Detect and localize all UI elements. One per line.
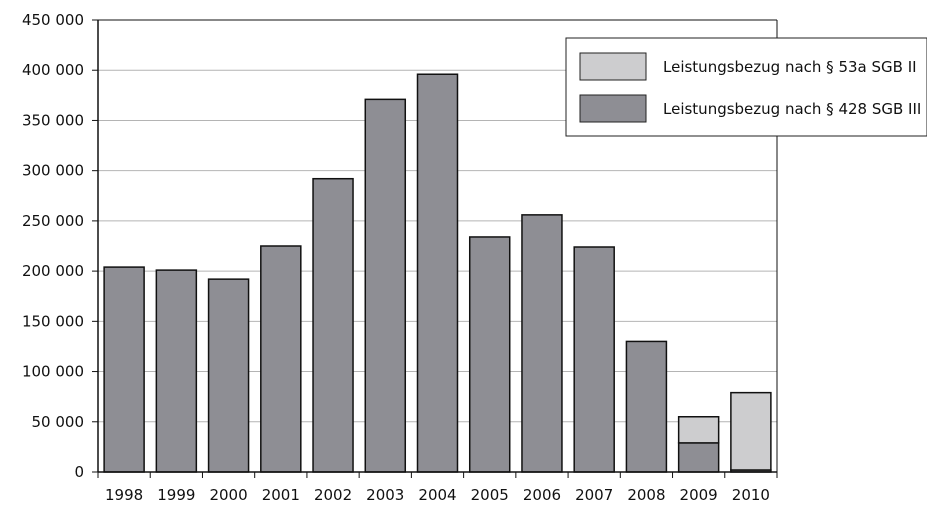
y-tick-label: 150 000 — [22, 312, 84, 330]
x-axis-tick-labels: 1998 1999 2000 2001 2002 2003 2004 2005 2006 2007… — [105, 486, 770, 504]
x-tick-label-2008: 2008 — [627, 486, 665, 504]
x-tick-label-2010: 2010 — [732, 486, 770, 504]
x-tick-label-2003: 2003 — [366, 486, 404, 504]
bar-2010-series-1 — [730, 391, 772, 471]
legend-swatch-53a — [579, 52, 647, 81]
bar-2001-series-0 — [260, 245, 302, 473]
y-tick-label: 250 000 — [22, 212, 84, 230]
x-tick-label-2002: 2002 — [314, 486, 352, 504]
y-tick-label: 350 000 — [22, 111, 84, 129]
bars — [103, 73, 772, 473]
legend-label-428: Leistungsbezug nach § 428 SGB III — [663, 100, 921, 118]
y-tick-label: 100 000 — [22, 363, 84, 381]
y-tick-label: 400 000 — [22, 61, 84, 79]
x-tick-label-2001: 2001 — [262, 486, 300, 504]
bar-2005-series-0 — [468, 236, 511, 473]
bar-2007-series-0 — [573, 246, 615, 473]
bar-2003-series-0 — [364, 98, 407, 473]
y-tick-label: 200 000 — [22, 262, 84, 280]
bar-2002-series-0 — [312, 177, 354, 473]
x-tick-label-2004: 2004 — [418, 486, 456, 504]
y-tick-label: 50 000 — [32, 413, 85, 431]
x-tick-label-2006: 2006 — [523, 486, 561, 504]
legend: Leistungsbezug nach § 53a SGB II Leistun… — [565, 37, 927, 137]
bar-1999-series-0 — [155, 269, 198, 473]
x-tick-label-2007: 2007 — [575, 486, 613, 504]
bar-2006-series-0 — [521, 214, 563, 473]
y-tick-label: 450 000 — [22, 11, 84, 29]
legend-swatch-428 — [579, 94, 647, 123]
bar-2004-series-0 — [416, 73, 459, 473]
x-tick-label-1998: 1998 — [105, 486, 143, 504]
bar-2009-series-1 — [677, 416, 720, 444]
y-tick-label: 0 — [74, 463, 84, 481]
bar-2000-series-0 — [207, 278, 250, 473]
x-tick-label-2009: 2009 — [680, 486, 718, 504]
y-axis-tick-labels: 0 50 000 100 000 150 000 200 000 250 000 300 0… — [22, 11, 84, 481]
x-tick-label-1999: 1999 — [157, 486, 195, 504]
x-tick-label-2000: 2000 — [209, 486, 247, 504]
x-tick-label-2005: 2005 — [471, 486, 509, 504]
bar-1998-series-0 — [103, 266, 145, 473]
y-tick-label: 300 000 — [22, 162, 84, 180]
bar-2009-series-0 — [677, 442, 720, 473]
legend-label-53a: Leistungsbezug nach § 53a SGB II — [663, 58, 917, 76]
bar-2008-series-0 — [625, 340, 668, 473]
